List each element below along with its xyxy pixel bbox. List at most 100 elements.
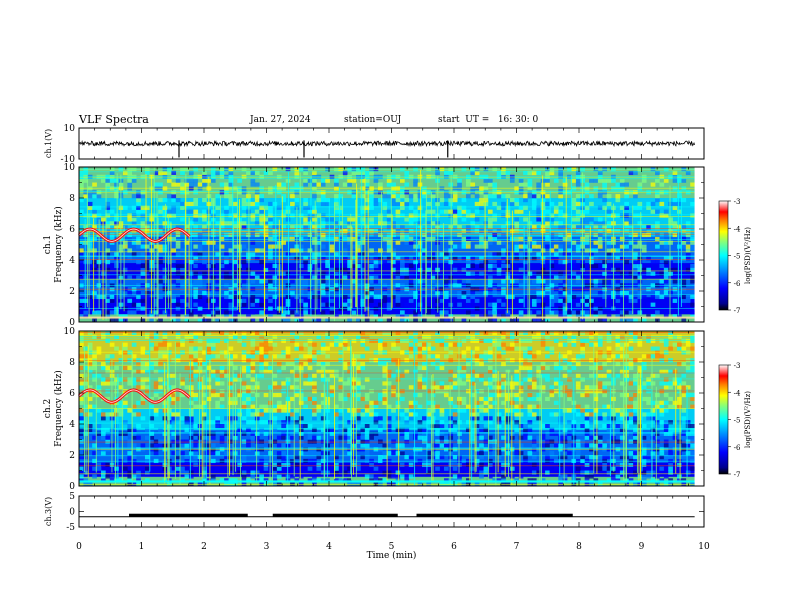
spectrogram-cell [461, 400, 467, 405]
spectrogram-cell [307, 291, 313, 296]
spectrogram-cell [338, 209, 344, 214]
spectrogram-cell [364, 435, 370, 440]
spectrogram-cell [527, 194, 533, 199]
spectrogram-cell [79, 354, 84, 359]
spectrogram-cell [501, 373, 506, 378]
spectrogram-cell [320, 201, 326, 207]
spectrogram-cell [545, 346, 550, 351]
spectrogram-cell [360, 354, 366, 359]
spectrogram-cell [382, 400, 388, 405]
spectrogram-cell [562, 342, 568, 347]
spectrogram-cell [250, 294, 256, 300]
spectrogram-cell [562, 439, 568, 444]
spectrogram-cell [417, 279, 423, 284]
spectrogram-cell [514, 244, 520, 249]
spectrogram-cell [312, 217, 317, 222]
spectrogram-cell [474, 331, 480, 336]
spectrogram-cell [457, 294, 462, 300]
spectrogram-cell [606, 294, 612, 300]
spectrogram-cell [298, 466, 304, 471]
spectrogram-cell [567, 451, 572, 456]
spectrogram-cell [514, 408, 520, 413]
spectrogram-cell [281, 271, 286, 276]
spectrogram-cell [276, 400, 282, 405]
spectrogram-cell [140, 221, 146, 226]
spectrogram-cell [470, 182, 476, 187]
spectrogram-cell [501, 291, 506, 296]
spectrogram-cell [364, 279, 370, 284]
spectrogram-cell [373, 294, 379, 300]
spectrogram-cell [193, 462, 199, 467]
spectrogram-cell [492, 182, 498, 187]
spectrogram-cell [540, 424, 546, 429]
spectrogram-cell [659, 236, 665, 241]
spectrogram-cell [241, 439, 247, 444]
spectrogram-cell [619, 318, 625, 323]
spectrogram-cell [92, 451, 97, 456]
spectrogram-cell [342, 248, 348, 253]
spectrogram-cell [404, 416, 410, 421]
spectrogram-cell [611, 470, 616, 475]
spectrogram-cell [672, 314, 678, 319]
spectrogram-cell [105, 248, 111, 253]
spectrogram-cell [677, 314, 682, 319]
spectrogram-cell [659, 400, 665, 405]
spectrogram-cell [408, 236, 414, 241]
spectrogram-cell [105, 201, 111, 207]
spectrogram-cell [633, 400, 638, 405]
spectrogram-cell [496, 416, 502, 421]
spectrogram-cell [505, 205, 511, 210]
spectrogram-cell [228, 178, 234, 183]
spectrogram-cell [690, 263, 695, 269]
spectrogram-cell [492, 236, 498, 241]
spectrogram-cell [342, 435, 348, 440]
spectrogram-cell [549, 263, 555, 269]
spectrogram-cell [294, 342, 300, 347]
spectrogram-cell [487, 350, 493, 355]
spectrogram-cell [562, 318, 568, 323]
spectrogram-cell [193, 439, 199, 444]
spectrogram-cell [452, 462, 458, 467]
spectrogram-cell [298, 318, 304, 323]
spectrogram-cell [637, 365, 643, 371]
spectrogram-cell [136, 400, 141, 405]
spectrogram-cell [360, 221, 366, 226]
spectrogram-cell [496, 260, 502, 265]
spectrogram-cell [224, 182, 229, 187]
spectrogram-cell [347, 263, 352, 269]
spectrogram-cell [193, 435, 199, 440]
spectrogram-cell [413, 267, 418, 272]
spectrogram-cell [312, 310, 317, 315]
spectrogram-cell [127, 267, 133, 272]
spectrogram-cell [549, 217, 555, 222]
spectrogram-cell [364, 404, 370, 409]
spectrogram-cell [166, 275, 172, 280]
spectrogram-cell [597, 342, 603, 347]
spectrogram-cell [501, 279, 506, 284]
spectrogram-cell [584, 427, 590, 433]
spectrogram-cell [479, 240, 484, 245]
spectrogram-cell [606, 271, 612, 276]
spectrogram-cell [329, 427, 335, 433]
spectrogram-cell [250, 248, 256, 253]
spectrogram-cell [162, 221, 168, 226]
spectrogram-cell [518, 275, 524, 280]
spectrogram-cell [448, 455, 454, 460]
spectrogram-cell [131, 354, 137, 359]
spectrogram-cell [180, 201, 185, 207]
spectrogram-cell [166, 236, 172, 241]
spectrogram-cell [523, 455, 528, 460]
spectrogram-cell [246, 400, 251, 405]
spectrogram-cell [303, 167, 308, 172]
spectrogram-cell [443, 279, 449, 284]
spectrogram-cell [105, 205, 111, 210]
spectrogram-cell [404, 240, 410, 245]
spectrogram-cell [527, 178, 533, 183]
spectrogram-cell [417, 404, 423, 409]
spectrogram-cell [228, 420, 234, 425]
spectrogram-cell [496, 346, 502, 351]
spectrogram-cell [180, 260, 185, 265]
spectrogram-cell [611, 167, 616, 172]
spectrogram-cell [79, 466, 84, 471]
spectrogram-cell [426, 462, 432, 467]
